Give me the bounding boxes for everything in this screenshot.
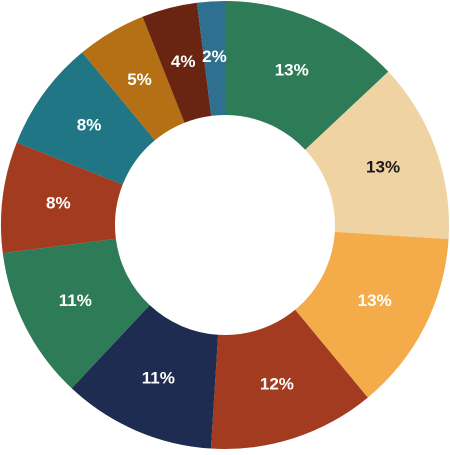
slice	[71, 305, 219, 449]
slice	[82, 16, 185, 141]
slice-label: 13%	[358, 291, 392, 310]
slice-label: 8%	[46, 193, 71, 212]
slice	[2, 238, 150, 389]
slice-label: 11%	[142, 369, 175, 388]
slice	[142, 2, 212, 123]
slice-label: 12%	[260, 374, 294, 393]
slice-label: 5%	[127, 70, 152, 89]
slice	[225, 1, 389, 150]
slice	[295, 231, 449, 398]
slice-label: 13%	[366, 158, 400, 177]
slice-label: 13%	[275, 60, 309, 79]
slice	[210, 309, 368, 450]
slice	[0, 142, 123, 254]
slice-label: 11%	[59, 291, 92, 310]
slice-label: 4%	[171, 52, 196, 71]
slice	[305, 71, 449, 240]
slice	[196, 1, 225, 116]
slice-label: 2%	[202, 47, 227, 66]
slice-label: 8%	[77, 116, 102, 135]
slice	[16, 52, 155, 185]
